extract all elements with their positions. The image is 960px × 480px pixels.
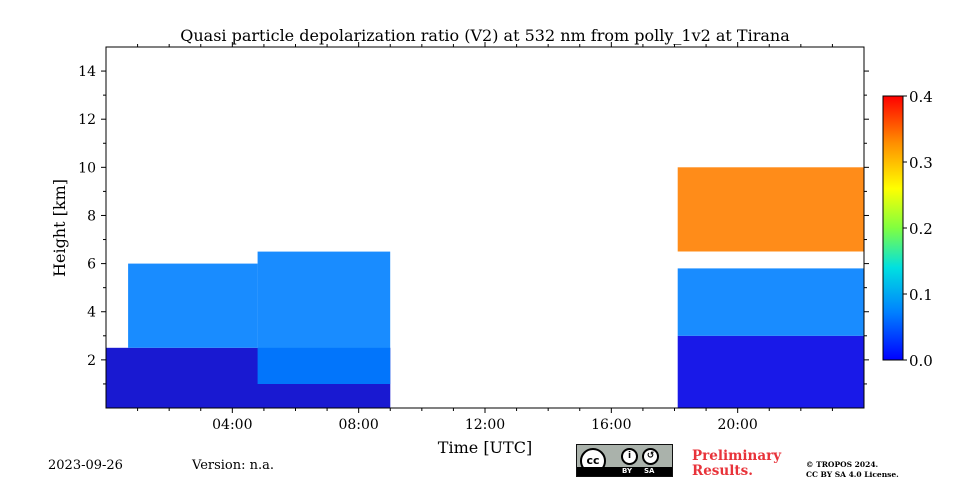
version-label: Version: n.a. (192, 458, 275, 473)
preliminary-line-2: Results. (692, 463, 753, 479)
y-tick-label: 2 (87, 353, 96, 369)
colorbar-tick-label: 0.1 (909, 286, 933, 304)
preliminary-notice: Preliminary Results. (692, 449, 781, 479)
colorbar-tick-label: 0.0 (909, 352, 933, 370)
preliminary-line-1: Preliminary (692, 448, 782, 464)
colorbar-tick-label: 0.4 (909, 88, 933, 106)
x-tick-label: 08:00 (338, 417, 378, 433)
heatmap-cells (106, 167, 864, 408)
copyright-line-2: CC BY SA 4.0 License. (806, 470, 899, 479)
by-label: BY (622, 467, 633, 475)
colorbar-tick-label: 0.3 (909, 154, 933, 172)
colorbar-ticks: 0.0 0.1 0.2 0.3 0.4 (903, 88, 933, 370)
x-tick-label: 16:00 (591, 417, 631, 433)
date-label: 2023-09-26 (48, 458, 123, 473)
heatmap-cell-3 (677, 335, 864, 408)
x-axis-label: Time [UTC] (438, 438, 532, 457)
x-tick-label: 04:00 (212, 417, 252, 433)
y-tick-label: 6 (87, 257, 96, 273)
y-tick-label: 4 (87, 305, 96, 321)
y-tick-label: 10 (78, 160, 96, 176)
y-tick-label: 8 (87, 208, 96, 224)
heatmap-cell-4 (677, 268, 864, 336)
colorbar (882, 95, 904, 361)
x-tick-label: 20:00 (717, 417, 757, 433)
sa-icon: ↺ (642, 448, 659, 465)
y-axis-label: Height [km] (50, 179, 69, 277)
copyright-line-1: © TROPOS 2024. (806, 460, 879, 469)
sa-label: SA (644, 467, 655, 475)
chart-title: Quasi particle depolarization ratio (V2)… (180, 26, 790, 45)
heatmap-cell-2 (257, 251, 391, 384)
y-tick-label: 14 (78, 64, 96, 80)
colorbar-tick-label: 0.2 (909, 220, 933, 238)
copyright-notice: © TROPOS 2024. CC BY SA 4.0 License. (806, 460, 899, 480)
axis-ticks: 04:00 08:00 12:00 16:00 20:00 2 4 6 8 10 12 14 (78, 42, 869, 433)
by-icon: i (621, 448, 638, 465)
heatmap-cell-5 (677, 167, 864, 252)
x-tick-label: 12:00 (465, 417, 505, 433)
heatmap-cell-1 (128, 263, 258, 348)
y-tick-label: 12 (78, 112, 96, 128)
cc-license-badge: cc i ↺ BY SA (576, 444, 673, 477)
